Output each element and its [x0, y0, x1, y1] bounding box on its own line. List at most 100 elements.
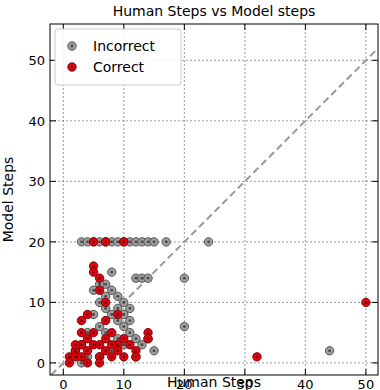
marker-dot: [116, 343, 119, 346]
y-tick: [50, 302, 56, 303]
marker-ring: [101, 316, 109, 324]
marker-ring: [144, 334, 152, 342]
chart: 0102030405001020304050Human Steps vs Mod…: [0, 0, 380, 390]
y-tick: [50, 181, 56, 182]
point: [108, 268, 116, 276]
marker-dot: [128, 240, 131, 243]
marker-dot: [104, 301, 107, 304]
marker-ring: [95, 274, 103, 282]
x-tick-top: [305, 24, 306, 30]
y-tick: [50, 362, 56, 363]
x-axis-label: Human Steps: [167, 374, 261, 390]
marker-ring: [89, 328, 97, 336]
point: [108, 328, 116, 336]
marker-dot: [110, 355, 113, 358]
marker-ring: [126, 316, 134, 324]
marker-ring: [108, 328, 116, 336]
marker-dot: [128, 331, 131, 334]
point: [101, 298, 109, 306]
point: [101, 238, 109, 246]
marker-dot: [98, 289, 101, 292]
point: [83, 310, 91, 318]
marker-dot: [92, 313, 95, 316]
marker-dot: [364, 301, 367, 304]
marker-dot: [116, 313, 119, 316]
marker-ring: [95, 286, 103, 294]
marker-ring: [144, 334, 152, 342]
marker-ring: [68, 63, 76, 71]
point: [150, 238, 158, 246]
marker-dot: [116, 240, 119, 243]
title: Human Steps vs Model steps: [113, 3, 316, 19]
y-tick: [50, 120, 56, 121]
marker-ring: [144, 274, 152, 282]
marker-dot: [80, 240, 83, 243]
x-tick: [365, 369, 366, 375]
marker-dot: [98, 355, 101, 358]
x-tick: [305, 369, 306, 375]
point: [325, 347, 333, 355]
marker-dot: [122, 240, 125, 243]
marker-dot: [104, 240, 107, 243]
point: [95, 274, 103, 282]
point: [77, 328, 85, 336]
marker-dot: [122, 301, 125, 304]
marker-ring: [83, 359, 91, 367]
marker-dot: [68, 361, 71, 364]
marker-dot: [135, 240, 138, 243]
marker-dot: [110, 331, 113, 334]
y-tick-right: [372, 362, 378, 363]
point: [132, 353, 140, 361]
marker-dot: [153, 240, 156, 243]
y-tick-label: 50: [28, 53, 45, 68]
x-tick-top: [184, 24, 185, 30]
legend: IncorrectCorrect: [55, 29, 181, 85]
grid-line-y: [50, 120, 378, 121]
y-tick-right: [372, 241, 378, 242]
grid-line-y: [50, 181, 378, 182]
marker-dot: [256, 355, 259, 358]
legend-marker: [68, 63, 76, 71]
marker-ring: [101, 238, 109, 246]
point: [120, 238, 128, 246]
y-tick-label: 30: [28, 174, 45, 189]
point: [89, 238, 97, 246]
marker-dot: [92, 240, 95, 243]
point: [120, 238, 128, 246]
marker-ring: [89, 238, 97, 246]
marker-ring: [120, 238, 128, 246]
marker-ring: [132, 353, 140, 361]
marker-ring: [180, 322, 188, 330]
point: [180, 322, 188, 330]
marker-dot: [110, 289, 113, 292]
grid-line-y: [50, 241, 378, 242]
marker-ring: [108, 341, 116, 349]
marker-dot: [104, 349, 107, 352]
point: [95, 359, 103, 367]
marker-dot: [147, 240, 150, 243]
marker-ring: [77, 328, 85, 336]
point: [362, 298, 370, 306]
marker-dot: [128, 319, 131, 322]
marker-dot: [135, 337, 138, 340]
marker-dot: [98, 283, 101, 286]
point: [89, 238, 97, 246]
marker-dot: [92, 240, 95, 243]
marker-ring: [120, 238, 128, 246]
plot-background: [50, 24, 378, 375]
marker-ring: [108, 268, 116, 276]
marker-dot: [135, 355, 138, 358]
marker-ring: [114, 310, 122, 318]
marker-dot: [135, 277, 138, 280]
marker-ring: [71, 341, 79, 349]
marker-dot: [328, 349, 331, 352]
marker-ring: [132, 353, 140, 361]
marker-dot: [128, 343, 131, 346]
x-tick: [123, 369, 124, 375]
marker-ring: [204, 238, 212, 246]
x-tick-label: 50: [358, 377, 375, 390]
point: [83, 359, 91, 367]
marker-dot: [104, 295, 107, 298]
x-tick-top: [244, 24, 245, 30]
marker-dot: [80, 319, 83, 322]
